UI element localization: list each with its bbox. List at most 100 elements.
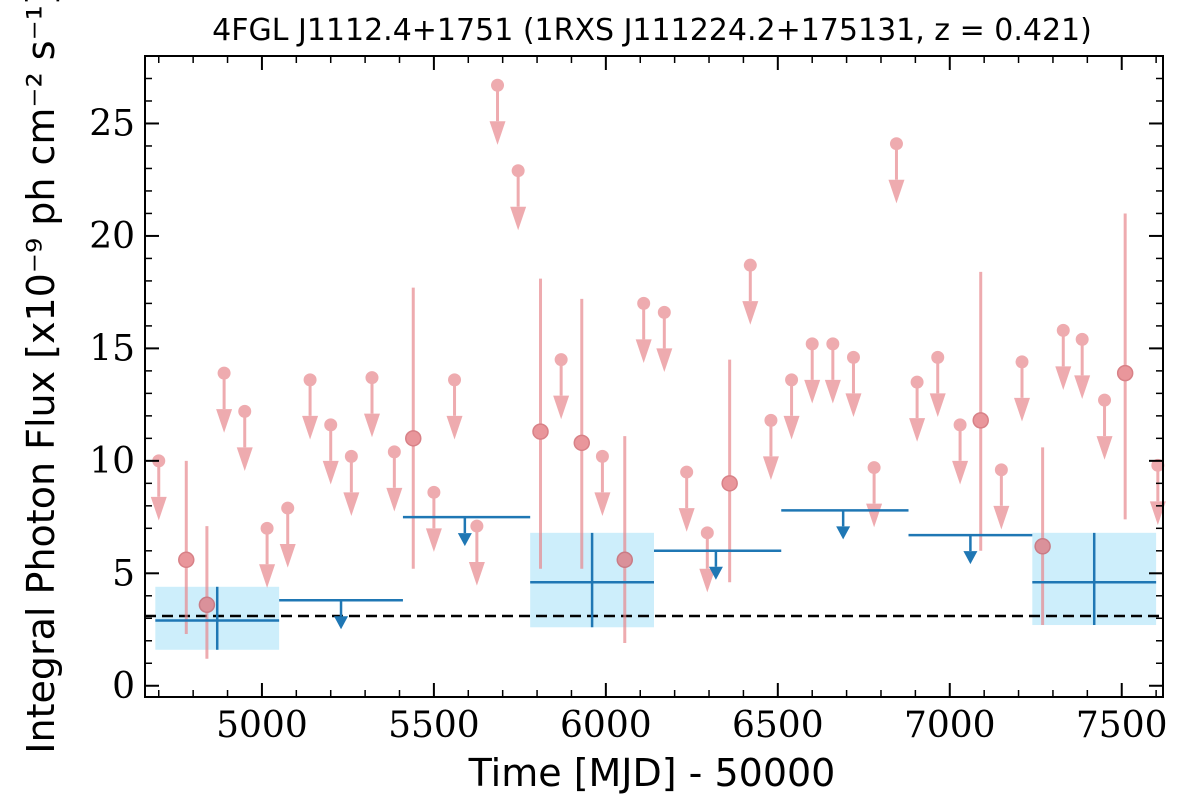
coarse-upper-limit xyxy=(781,509,909,540)
upper-limit-arrowhead xyxy=(489,121,506,145)
upper-limit-arrowhead xyxy=(150,496,167,521)
fine-detection xyxy=(972,271,989,551)
upper-limit-arrowhead xyxy=(322,460,339,485)
upper-limit-arrowhead xyxy=(236,447,253,471)
upper-limit-marker xyxy=(867,461,881,475)
upper-limit-arrowhead xyxy=(1013,397,1030,422)
fine-detection xyxy=(198,526,216,659)
fine-upper-limit xyxy=(446,373,463,440)
upper-limit-marker xyxy=(953,418,967,432)
coarse-upper-limit xyxy=(279,599,403,630)
upper-limit-arrowhead xyxy=(993,505,1010,530)
upper-limit-arrowhead xyxy=(845,393,862,417)
fine-detection xyxy=(178,460,195,635)
fine-upper-limit xyxy=(1055,323,1072,390)
fine-upper-limit xyxy=(656,305,673,373)
coarse-upper-limit xyxy=(654,549,782,580)
fine-upper-limit xyxy=(279,501,296,568)
detection-marker xyxy=(405,430,422,447)
upper-limit-marker xyxy=(448,373,462,387)
fine-detection xyxy=(1116,213,1134,520)
detection-marker xyxy=(198,596,216,614)
fine-upper-limit xyxy=(363,371,380,438)
fine-detection xyxy=(573,298,591,569)
fine-upper-limit xyxy=(594,449,611,516)
fine-upper-limit xyxy=(425,485,442,552)
upper-limit-arrowhead xyxy=(216,409,233,433)
upper-limit-arrowhead xyxy=(386,487,403,512)
x-tick-label: 6000 xyxy=(560,705,652,746)
upper-limit-arrowhead xyxy=(1074,375,1091,399)
fine-upper-limit xyxy=(236,404,253,471)
upper-limit-marker xyxy=(595,449,609,463)
upper-limit-arrowhead xyxy=(678,508,695,532)
upper-limit-arrowhead xyxy=(952,460,969,485)
detection-marker xyxy=(532,423,549,440)
upper-limit-arrowhead xyxy=(824,379,841,404)
upper-limit-arrowhead xyxy=(929,393,946,417)
y-tick-label: 15 xyxy=(89,328,135,369)
coarse-upper-limit xyxy=(402,515,531,547)
fine-upper-limit xyxy=(699,526,716,593)
fine-upper-limit xyxy=(993,463,1010,530)
coarse-detection xyxy=(1032,532,1157,626)
fine-upper-limit xyxy=(343,449,360,516)
fine-upper-limit xyxy=(510,164,527,231)
y-tick-label: 20 xyxy=(89,216,135,257)
coarse-upper-limit-arrowhead xyxy=(457,533,472,547)
upper-limit-arrowhead xyxy=(425,528,442,552)
y-tick-label: 0 xyxy=(112,666,135,707)
upper-limit-marker xyxy=(805,337,819,351)
upper-limit-arrowhead xyxy=(909,418,926,442)
fine-upper-limit xyxy=(888,137,905,204)
detection-marker xyxy=(1034,538,1051,555)
y-tick-label: 10 xyxy=(89,441,135,482)
upper-limit-arrowhead xyxy=(783,415,800,440)
fine-upper-limit xyxy=(635,296,652,364)
upper-limit-arrowhead xyxy=(553,395,570,420)
upper-limit-marker xyxy=(680,465,694,479)
fine-upper-limit xyxy=(866,461,883,528)
upper-limit-marker xyxy=(846,350,860,364)
fine-upper-limit xyxy=(678,465,695,532)
plot-frame xyxy=(144,55,1164,698)
upper-limit-arrowhead xyxy=(888,179,905,204)
x-tick-label: 6500 xyxy=(732,705,824,746)
upper-limit-marker xyxy=(324,418,338,432)
detection-marker xyxy=(721,475,738,492)
upper-limit-arrowhead xyxy=(302,415,319,440)
upper-limit-marker xyxy=(554,353,568,367)
detection-marker xyxy=(178,551,195,569)
upper-limit-marker xyxy=(260,521,274,535)
upper-limit-arrowhead xyxy=(363,413,380,438)
coarse-bin-points xyxy=(155,509,1157,650)
fine-detection xyxy=(616,436,634,644)
upper-limit-marker xyxy=(303,373,317,387)
fine-upper-limit xyxy=(386,445,403,512)
upper-limit-marker xyxy=(637,296,651,310)
detection-marker xyxy=(616,551,634,569)
upper-limit-marker xyxy=(491,78,505,92)
fine-upper-limit xyxy=(150,454,167,521)
upper-limit-marker xyxy=(427,485,441,499)
fine-upper-limit xyxy=(489,78,506,145)
y-tick-label: 25 xyxy=(89,103,135,144)
upper-limit-arrowhead xyxy=(1096,436,1113,460)
detection-marker xyxy=(1116,364,1134,382)
fine-upper-limit xyxy=(762,413,779,480)
y-tick-label: 5 xyxy=(112,553,135,594)
upper-limit-arrowhead xyxy=(510,206,527,231)
upper-limit-marker xyxy=(238,404,252,418)
fine-upper-limit xyxy=(952,418,969,485)
fine-upper-limit xyxy=(1096,393,1113,460)
upper-limit-marker xyxy=(511,164,525,178)
upper-limit-arrowhead xyxy=(446,415,463,440)
upper-limit-marker xyxy=(1056,323,1070,337)
fine-bin-points xyxy=(150,78,1166,659)
y-axis-label: Integral Photon Flux [x10⁻⁹ ph cm⁻² s⁻¹] xyxy=(19,0,63,754)
upper-limit-arrowhead xyxy=(343,492,360,516)
detection-marker xyxy=(972,412,989,429)
upper-limit-arrowhead xyxy=(866,503,883,528)
upper-limit-arrowhead xyxy=(468,562,485,586)
